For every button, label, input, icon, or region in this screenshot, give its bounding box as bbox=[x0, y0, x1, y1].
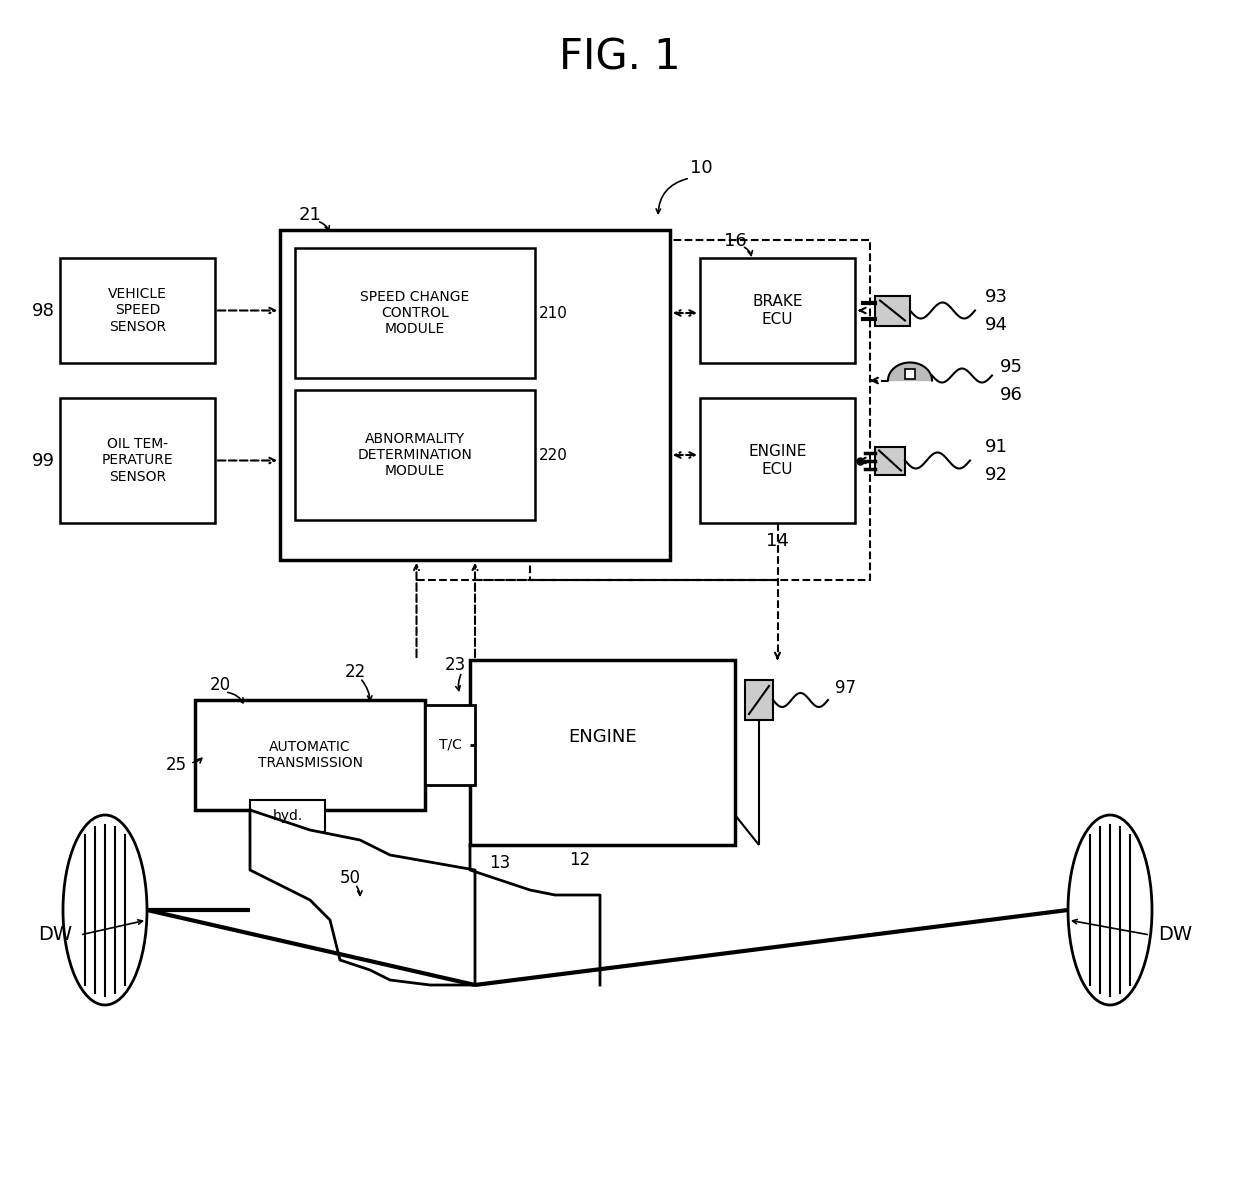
Polygon shape bbox=[888, 362, 932, 381]
Bar bbox=[60, 398, 215, 523]
Bar bbox=[250, 800, 325, 832]
Text: VEHICLE
SPEED
SENSOR: VEHICLE SPEED SENSOR bbox=[108, 287, 167, 334]
Text: 22: 22 bbox=[345, 664, 366, 681]
Text: 21: 21 bbox=[299, 207, 321, 224]
Text: 10: 10 bbox=[689, 159, 713, 177]
Text: ENGINE: ENGINE bbox=[568, 729, 637, 747]
Text: hyd.: hyd. bbox=[273, 810, 303, 823]
Bar bbox=[425, 705, 475, 785]
Bar bbox=[529, 240, 870, 580]
Text: 23: 23 bbox=[444, 656, 466, 674]
Bar bbox=[701, 398, 856, 523]
Bar bbox=[875, 296, 910, 325]
Text: ABNORMALITY
DETERMINATION
MODULE: ABNORMALITY DETERMINATION MODULE bbox=[357, 432, 472, 478]
Text: 25: 25 bbox=[166, 756, 187, 774]
Text: BRAKE
ECU: BRAKE ECU bbox=[753, 294, 802, 326]
Text: 50: 50 bbox=[340, 869, 361, 887]
Text: 98: 98 bbox=[32, 301, 55, 319]
Text: OIL TEM-
PERATURE
SENSOR: OIL TEM- PERATURE SENSOR bbox=[102, 437, 174, 483]
Bar bbox=[470, 660, 735, 845]
Text: 93: 93 bbox=[985, 287, 1008, 305]
Text: 94: 94 bbox=[985, 316, 1008, 334]
Text: ENGINE
ECU: ENGINE ECU bbox=[748, 444, 807, 477]
Text: 91: 91 bbox=[985, 438, 1008, 456]
Text: AUTOMATIC
TRANSMISSION: AUTOMATIC TRANSMISSION bbox=[258, 740, 362, 770]
Text: DW: DW bbox=[38, 926, 72, 945]
Bar bbox=[295, 391, 534, 520]
Text: 220: 220 bbox=[539, 447, 568, 463]
Bar bbox=[905, 368, 915, 379]
Text: 16: 16 bbox=[724, 231, 746, 250]
Bar bbox=[60, 258, 215, 363]
Text: 97: 97 bbox=[835, 679, 856, 697]
Text: T/C: T/C bbox=[439, 738, 461, 753]
Text: 12: 12 bbox=[569, 851, 590, 869]
Text: 13: 13 bbox=[490, 853, 511, 872]
Text: 95: 95 bbox=[999, 357, 1023, 375]
Bar bbox=[875, 446, 905, 475]
Text: 20: 20 bbox=[210, 677, 231, 694]
Text: 96: 96 bbox=[999, 386, 1023, 404]
Text: 92: 92 bbox=[985, 465, 1008, 483]
Text: 14: 14 bbox=[766, 532, 789, 550]
Text: 210: 210 bbox=[539, 305, 568, 320]
Ellipse shape bbox=[1068, 815, 1152, 1005]
Bar bbox=[701, 258, 856, 363]
Text: DW: DW bbox=[1158, 926, 1192, 945]
Text: FIG. 1: FIG. 1 bbox=[559, 37, 681, 80]
Bar bbox=[745, 680, 773, 721]
Text: 99: 99 bbox=[32, 451, 55, 470]
Polygon shape bbox=[250, 810, 475, 985]
Bar bbox=[295, 248, 534, 377]
Ellipse shape bbox=[63, 815, 148, 1005]
Bar bbox=[280, 230, 670, 560]
Text: SPEED CHANGE
CONTROL
MODULE: SPEED CHANGE CONTROL MODULE bbox=[361, 290, 470, 336]
Bar bbox=[195, 700, 425, 810]
